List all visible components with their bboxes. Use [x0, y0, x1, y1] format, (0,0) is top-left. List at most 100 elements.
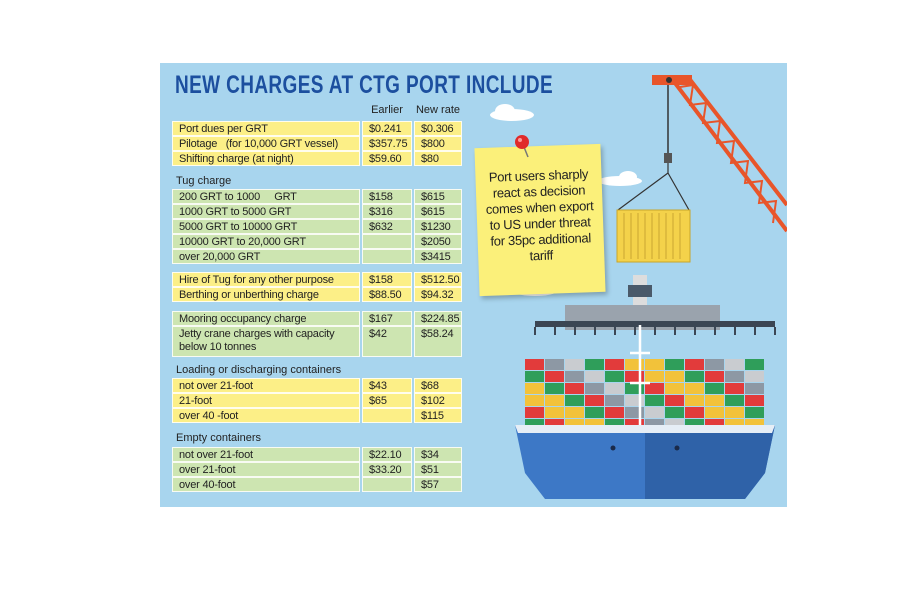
row-label: Pilotage (for 10,000 GRT vessel) [172, 136, 360, 151]
cargo-box [605, 383, 624, 394]
cargo-box [565, 359, 584, 370]
cargo-box [665, 419, 684, 430]
cargo-box [745, 371, 764, 382]
rate-cell: $632 [362, 219, 412, 234]
column-header: New rate [415, 104, 461, 116]
rate-cell: $224.85 [414, 311, 462, 326]
cargo-box [585, 359, 604, 370]
cargo-box [545, 371, 564, 382]
row-label: 1000 GRT to 5000 GRT [172, 204, 360, 219]
rate-cell: $51 [414, 462, 462, 477]
rate-cell: $158 [362, 189, 412, 204]
rate-cell: $316 [362, 204, 412, 219]
rate-cell: $115 [414, 408, 462, 423]
rate-cell: $158 [362, 272, 412, 287]
cargo-box [585, 419, 604, 430]
row-label: Mooring occupancy charge [172, 311, 360, 326]
cargo-box [565, 371, 584, 382]
cargo-box [685, 371, 704, 382]
row-label: 21-foot [172, 393, 360, 408]
crane [617, 75, 787, 233]
rate-cell: $68 [414, 378, 462, 393]
rate-cell: $65 [362, 393, 412, 408]
cargo-box [525, 383, 544, 394]
rate-cell: $80 [414, 151, 462, 166]
cargo-box [665, 359, 684, 370]
pin [515, 135, 529, 158]
row-label: Port dues per GRT [172, 121, 360, 136]
row-label: Hire of Tug for any other purpose [172, 272, 360, 287]
cargo-box [705, 407, 724, 418]
rate-cell [362, 249, 412, 264]
rate-cell: $1230 [414, 219, 462, 234]
rate-cell: $34 [414, 447, 462, 462]
rate-cell: $58.24 [414, 326, 462, 357]
row-label: Berthing or unberthing charge [172, 287, 360, 302]
rate-cell: $3415 [414, 249, 462, 264]
cargo-box [605, 359, 624, 370]
cargo-box [745, 383, 764, 394]
rate-cell [362, 408, 412, 423]
cargo-box [625, 383, 644, 394]
column-header: Earlier [371, 104, 403, 116]
cargo-box [565, 419, 584, 430]
rate-cell [362, 234, 412, 249]
cargo-box [585, 383, 604, 394]
row-label: over 21-foot [172, 462, 360, 477]
rate-cell: $57 [414, 477, 462, 492]
cargo-box [545, 383, 564, 394]
ship [515, 275, 776, 499]
cargo-box [745, 395, 764, 406]
cargo-box [665, 383, 684, 394]
sticky-note: Port users sharply react as decision com… [474, 143, 606, 297]
cargo-box [605, 395, 624, 406]
cargo-box [745, 359, 764, 370]
row-label: over 40-foot [172, 477, 360, 492]
rate-cell [362, 477, 412, 492]
rate-cell: $615 [414, 204, 462, 219]
cargo-box [605, 419, 624, 430]
rate-cell: $42 [362, 326, 412, 357]
cargo-box [625, 407, 644, 418]
container [616, 209, 691, 263]
rate-cell: $43 [362, 378, 412, 393]
rate-cell: $33.20 [362, 462, 412, 477]
rate-cell: $0.241 [362, 121, 412, 136]
row-label: 5000 GRT to 10000 GRT [172, 219, 360, 234]
cargo-box [645, 407, 664, 418]
cargo-box [745, 419, 764, 430]
cargo-box [705, 419, 724, 430]
row-label: not over 21-foot [172, 378, 360, 393]
rate-cell: $2050 [414, 234, 462, 249]
cargo-box [585, 395, 604, 406]
cargo-box [625, 395, 644, 406]
rate-cell: $615 [414, 189, 462, 204]
cargo-box [605, 371, 624, 382]
section-heading: Loading or discharging containers [176, 364, 342, 376]
rate-cell: $0.306 [414, 121, 462, 136]
cargo-box [665, 395, 684, 406]
rate-cell: $357.75 [362, 136, 412, 151]
cargo-box [685, 359, 704, 370]
cargo-box [705, 383, 724, 394]
row-label: 10000 GRT to 20,000 GRT [172, 234, 360, 249]
section-heading: Empty containers [176, 432, 261, 444]
row-label: Jetty crane charges with capacity below … [172, 326, 360, 357]
cargo-box [705, 371, 724, 382]
cargo-box [625, 419, 644, 430]
cargo-box [585, 407, 604, 418]
row-label: over 40 -foot [172, 408, 360, 423]
cargo-box [565, 407, 584, 418]
cargo-box [685, 383, 704, 394]
cargo-box [525, 371, 544, 382]
row-label: 200 GRT to 1000 GRT [172, 189, 360, 204]
cargo-box [725, 395, 744, 406]
rate-cell: $59.60 [362, 151, 412, 166]
cargo-box [545, 395, 564, 406]
cargo-box [705, 359, 724, 370]
rate-cell: $94.32 [414, 287, 462, 302]
rate-cell: $88.50 [362, 287, 412, 302]
cargo-box [725, 371, 744, 382]
cargo-box [545, 407, 564, 418]
cargo-box [725, 359, 744, 370]
